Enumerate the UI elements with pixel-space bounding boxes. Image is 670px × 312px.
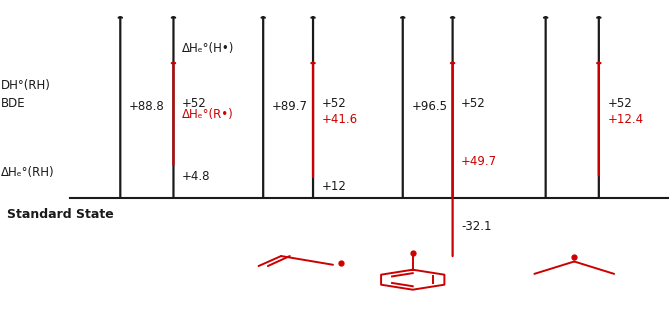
Text: +96.5: +96.5 [411,100,448,113]
Text: DH°(RH): DH°(RH) [1,79,50,91]
Text: BDE: BDE [1,97,25,110]
Text: +41.6: +41.6 [322,113,358,126]
Text: +52: +52 [608,97,632,110]
Text: +49.7: +49.7 [461,155,497,168]
Text: +52: +52 [461,97,486,110]
Text: +52: +52 [322,97,346,110]
Text: +88.8: +88.8 [129,100,165,113]
Text: +52: +52 [182,97,207,110]
Text: Standard State: Standard State [7,208,114,221]
Text: -32.1: -32.1 [461,220,492,232]
Text: ΔHₑ°(H•): ΔHₑ°(H•) [182,42,234,55]
Text: +89.7: +89.7 [272,100,308,113]
Text: ΔHₑ°(R•): ΔHₑ°(R•) [182,108,234,121]
Text: +12: +12 [322,179,346,193]
Text: +4.8: +4.8 [182,170,210,183]
Text: +12.4: +12.4 [608,113,644,126]
Text: ΔHₑ°(RH): ΔHₑ°(RH) [1,166,54,179]
